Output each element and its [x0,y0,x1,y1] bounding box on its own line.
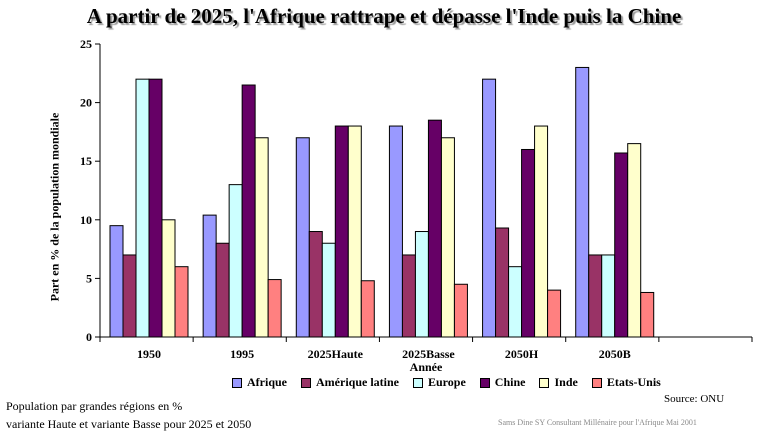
x-tick-label: 2025Basse [402,347,455,361]
legend-item-afrique: Afrique [232,375,287,390]
bar-etats-unis-1950 [174,266,189,338]
bar-chine-2050b [614,152,629,338]
legend-label: Chine [494,375,526,389]
legend-swatch [539,377,550,388]
bar-etats-unis-2050h [547,289,562,338]
footnote-line-2: variante Haute et variante Basse pour 20… [6,417,252,431]
bar-inde-1950 [161,219,176,338]
legend-item-chine: Chine [479,375,526,390]
legend-label: Etats-Unis [606,375,661,389]
y-tick-label: 25 [80,37,92,51]
chart-title: A partir de 2025, l'Afrique rattrape et … [86,4,682,28]
y-tick-label: 10 [80,213,92,227]
bar-chine-1950 [148,78,163,338]
bar-inde-2025basse [440,137,455,338]
legend-swatch [413,377,423,388]
y-tick-label: 5 [86,271,92,285]
bar-inde-2050h [534,125,549,338]
x-tick-label: 1950 [137,347,161,361]
legend-item-amérique-latine: Amérique latine [301,375,399,390]
bar-amérique-latine-1950 [122,254,137,338]
legend-item-inde: Inde [539,375,578,390]
bar-etats-unis-2025haute [360,280,375,338]
x-tick-label: 2050H [505,347,539,361]
bar-chine-2025basse [427,119,442,338]
bar-europe-1950 [135,78,150,338]
bar-etats-unis-1995 [267,279,282,338]
legend-label: Europe [428,375,466,389]
bar-amérique-latine-2025haute [308,231,323,338]
bar-europe-2025haute [321,242,336,338]
legend-label: Amérique latine [316,375,399,389]
legend-item-europe: Europe [413,375,466,390]
bar-inde-1995 [254,137,269,338]
bar-amérique-latine-2050h [495,227,510,338]
bar-amérique-latine-2050b [588,254,603,338]
bar-chine-2025haute [334,125,349,338]
bar-europe-2050b [601,254,616,338]
chart-legend: Afrique Amérique latine Europe Chine Inde Eta… [232,375,675,390]
bar-afrique-2050h [482,78,497,338]
bar-etats-unis-2025basse [453,283,468,338]
footnote-line-1: Population par grandes régions en % [6,399,183,413]
bar-chine-1995 [241,84,256,338]
bar-afrique-1995 [202,214,217,338]
legend-swatch [479,377,490,388]
bar-afrique-2050b [575,66,590,338]
bar-inde-2025haute [347,125,362,338]
legend-item-etats-unis: Etats-Unis [591,375,661,390]
bar-chine-2050h [521,148,536,338]
source-text: Source: ONU [664,393,725,405]
x-tick-label: 2025Haute [308,347,364,361]
bar-europe-1995 [228,184,243,338]
legend-label: Afrique [247,375,287,389]
x-tick-label: 2050B [599,347,631,361]
bar-amérique-latine-2025basse [401,254,416,338]
bar-afrique-2025basse [388,125,403,338]
x-axis-label: Année [410,360,443,374]
credit-text: Sams Dine SY Consultant Millénaire pour … [498,418,697,427]
bar-europe-2050h [508,266,523,338]
y-tick-label: 0 [86,330,92,344]
legend-swatch [301,377,311,388]
bar-europe-2025basse [414,231,429,338]
bar-etats-unis-2050b [640,291,655,338]
x-tick-label: 1995 [230,347,254,361]
bar-afrique-2025haute [295,137,310,338]
legend-label: Inde [554,375,578,389]
y-tick-label: 15 [80,154,92,168]
y-tick-label: 20 [80,96,92,110]
bar-inde-2050b [627,143,642,338]
bar-afrique-1950 [109,225,124,338]
bar-amérique-latine-1995 [215,242,230,338]
legend-swatch [591,377,602,388]
legend-swatch [232,377,242,388]
